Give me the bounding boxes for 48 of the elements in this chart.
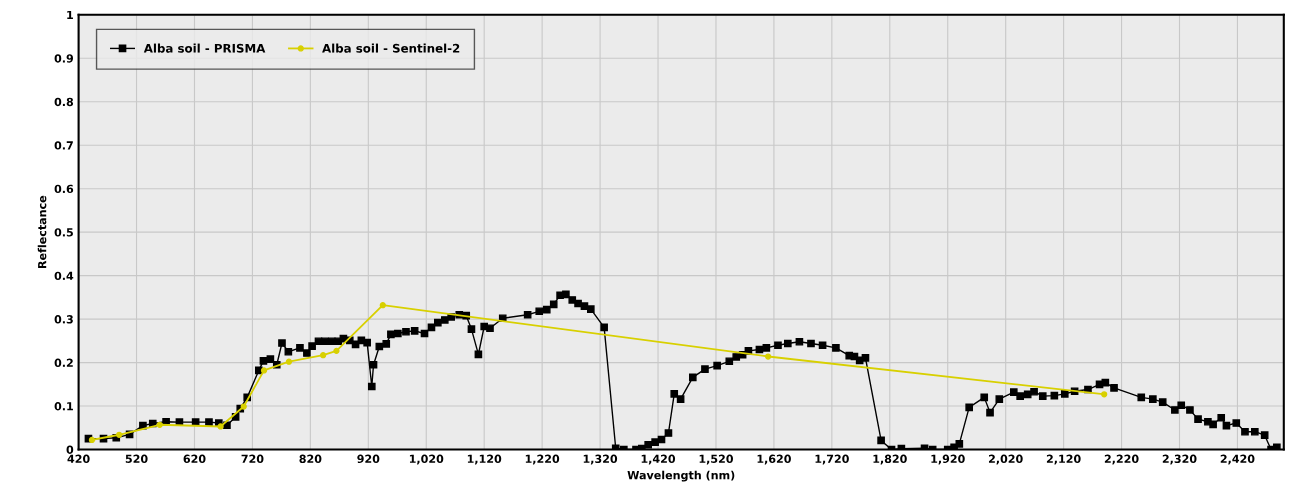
x-tick-label: 1,120 — [467, 454, 502, 465]
point — [764, 353, 772, 360]
y-tick-label: 0.8 — [54, 97, 74, 107]
y-tick-label: 0.5 — [54, 228, 73, 237]
x-tick-label: 720 — [241, 454, 264, 463]
legend-label: Alba soil - PRISMA — [143, 43, 266, 53]
point — [217, 423, 224, 430]
x-tick-label: 420 — [67, 454, 90, 463]
x-tick-label: 1,420 — [641, 454, 676, 465]
x-tick-label: 1,720 — [815, 454, 849, 465]
point — [285, 358, 293, 365]
x-tick-label: 1,820 — [873, 454, 907, 465]
point — [88, 436, 96, 444]
x-axis-title: Wavelength (nm) — [627, 470, 735, 482]
y-tick-label: 0.7 — [54, 141, 73, 150]
point — [260, 367, 268, 374]
x-tick-label: 620 — [183, 454, 206, 463]
point — [319, 352, 327, 359]
x-tick-label: 1,920 — [931, 454, 965, 465]
legend-label: Alba soil - Sentinel-2 — [322, 43, 460, 53]
point — [379, 302, 386, 309]
point — [1101, 391, 1108, 398]
x-tick-label: 2,220 — [1104, 454, 1139, 465]
x-tick-label: 1,620 — [757, 454, 791, 465]
point — [333, 347, 340, 354]
x-tick-label: 2,020 — [988, 454, 1023, 465]
y-tick-label: 0.9 — [54, 54, 74, 63]
y-tick-label: 0.4 — [54, 271, 74, 281]
x-tick-label: 520 — [125, 454, 148, 463]
y-tick-label: 0.6 — [54, 184, 74, 194]
y-axis-title: Reflectance — [37, 195, 47, 269]
y-tick-label: 1 — [67, 10, 73, 20]
x-tick-label: 2,320 — [1162, 454, 1197, 465]
x-tick-label: 1,520 — [699, 454, 734, 465]
x-tick-label: 1,320 — [583, 454, 618, 465]
x-tick-label: 920 — [357, 454, 380, 463]
x-tick-label: 1,220 — [525, 454, 560, 465]
x-tick-label: 2,120 — [1046, 454, 1081, 465]
point — [156, 421, 163, 428]
point — [240, 403, 247, 410]
y-tick-label: 0.3 — [54, 315, 73, 324]
x-tick-label: 820 — [299, 454, 322, 463]
y-tick-label: 0.2 — [54, 358, 73, 367]
x-tick-label: 1,020 — [409, 454, 444, 465]
y-tick-label: 0.1 — [54, 402, 73, 411]
y-tick-label: 0 — [66, 445, 74, 454]
x-tick-label: 2,420 — [1220, 454, 1255, 465]
point — [116, 431, 123, 438]
